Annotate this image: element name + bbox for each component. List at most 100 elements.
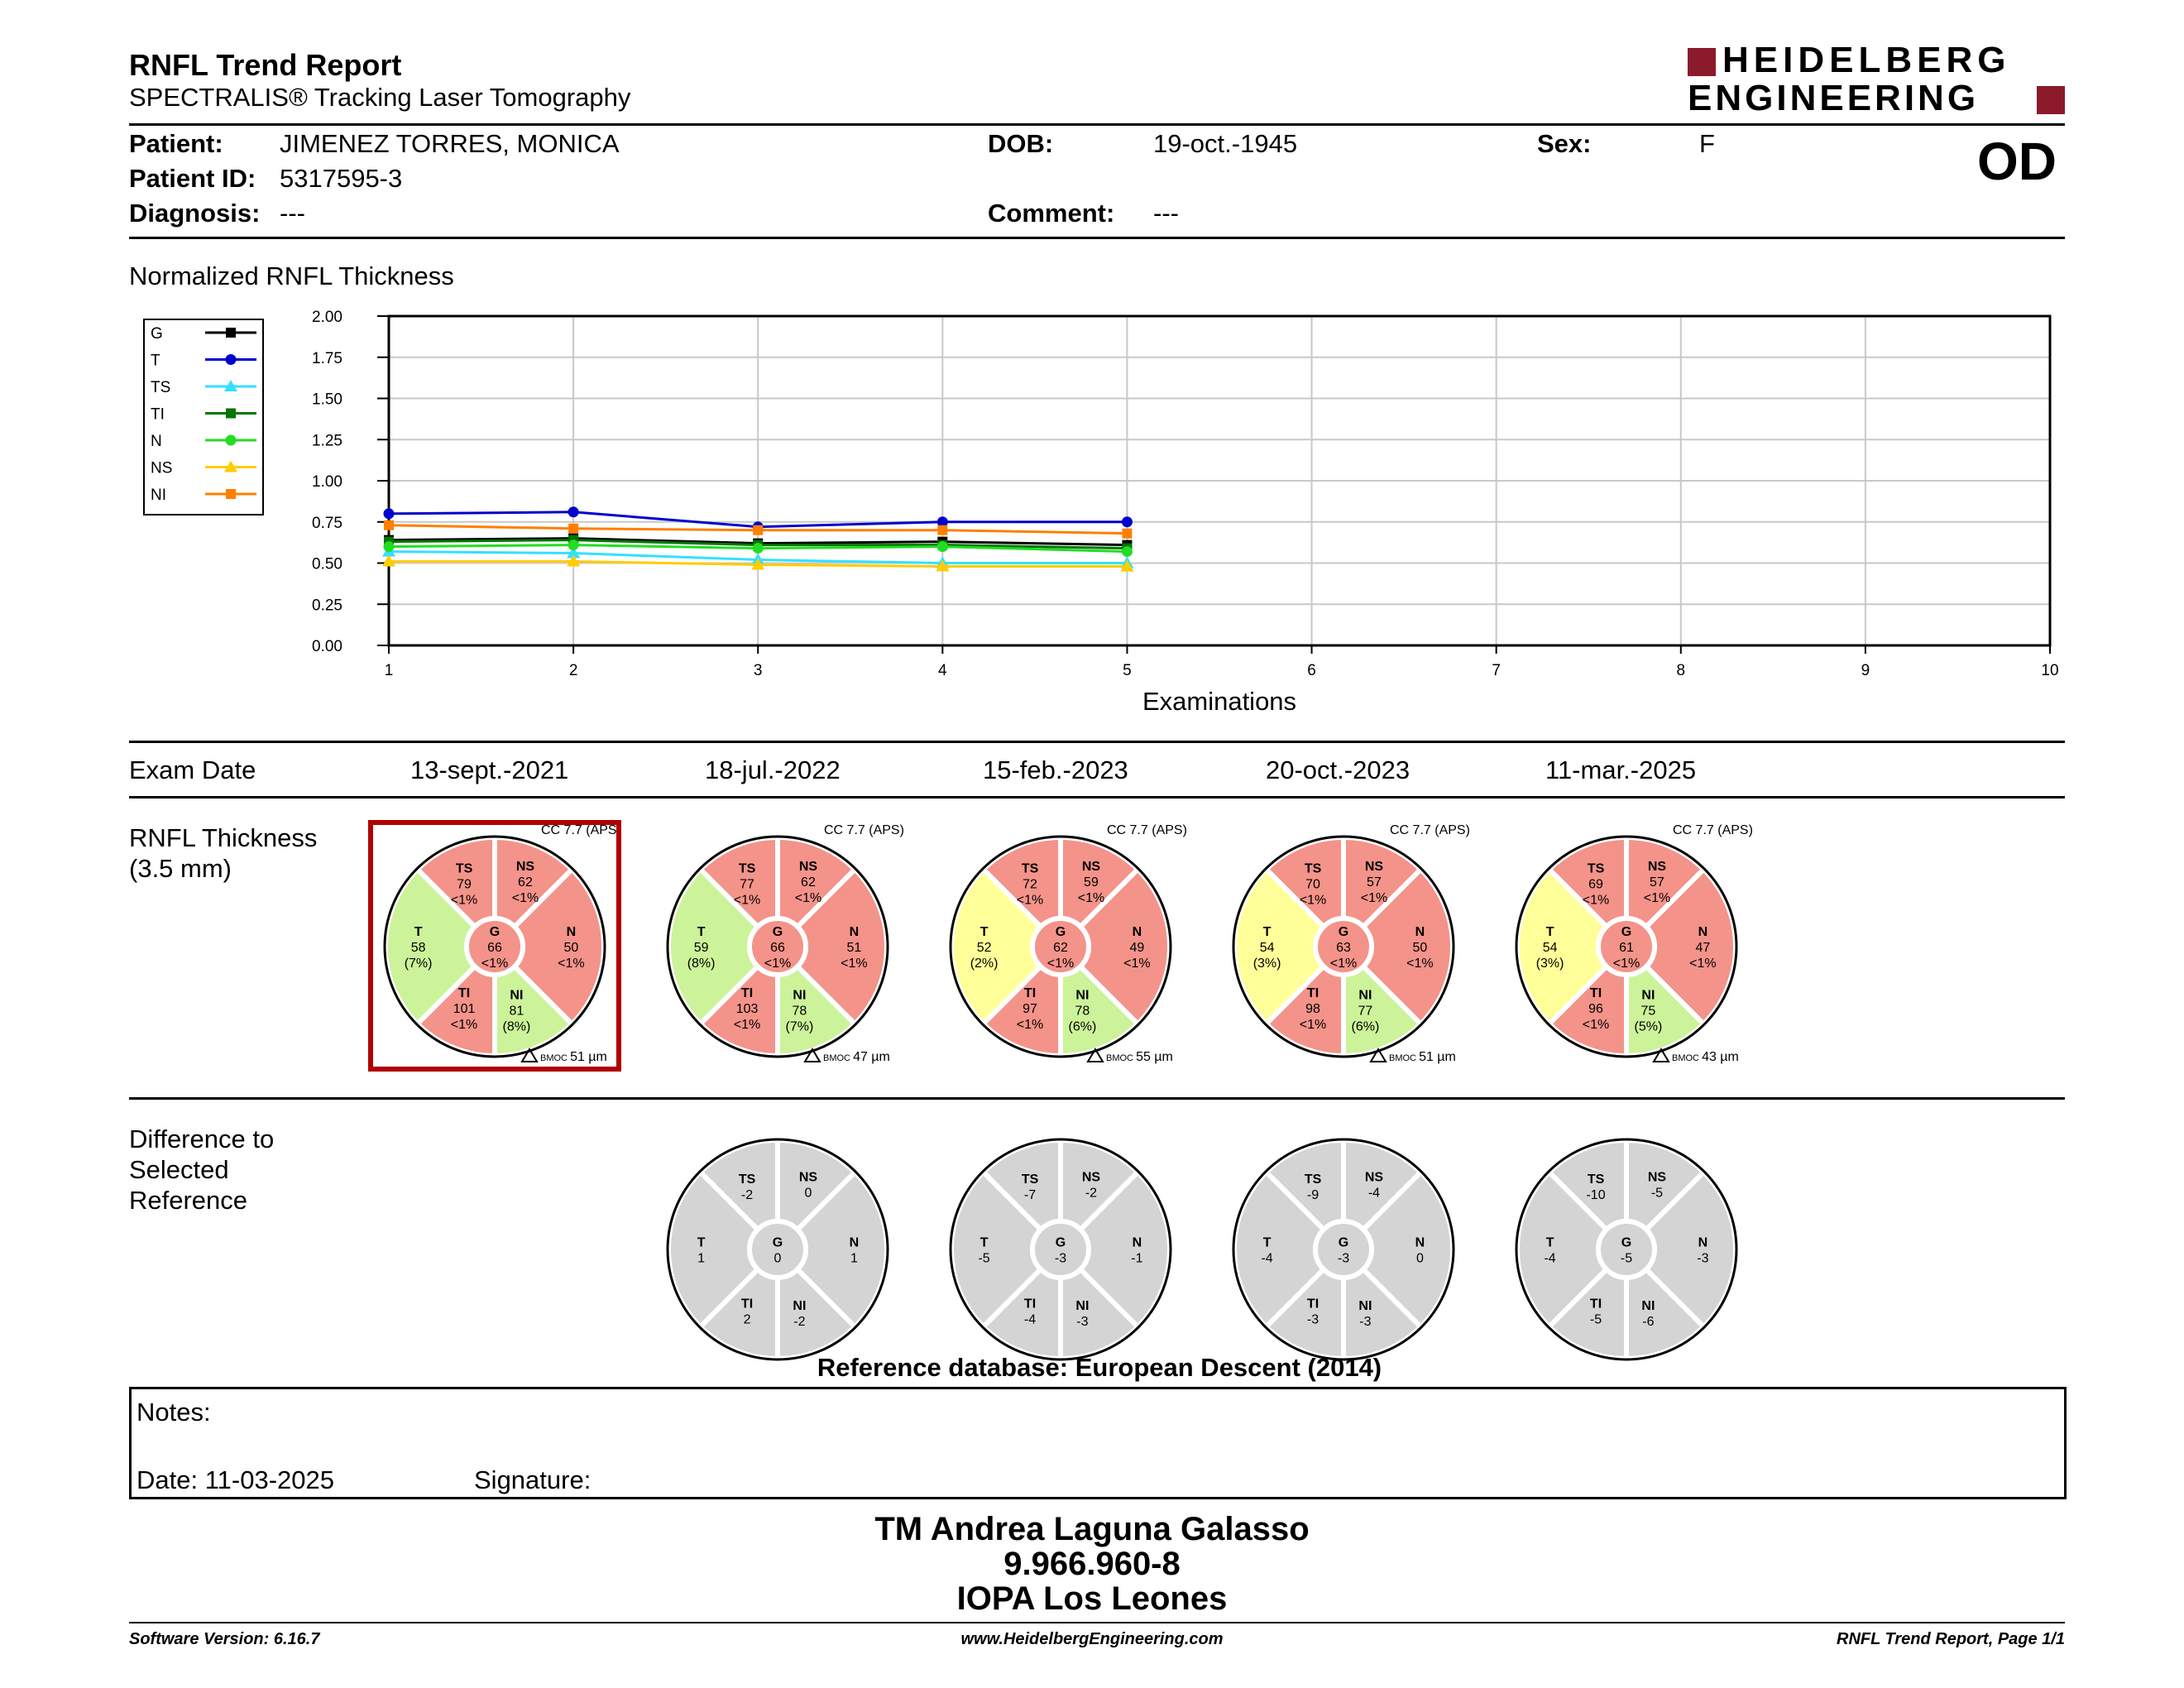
plot-frame bbox=[387, 314, 2052, 647]
diagnosis-label: Diagnosis: bbox=[129, 199, 261, 228]
thickness-1-outline bbox=[383, 835, 606, 1058]
sex-label: Sex: bbox=[1537, 129, 1592, 158]
difference-3-label-ti: TI -3 bbox=[1307, 1297, 1319, 1326]
x-tick-label: 9 bbox=[1861, 662, 1870, 679]
legend-marker-ni bbox=[226, 489, 236, 499]
difference-4-sector-g bbox=[1596, 1219, 1657, 1280]
data-point-t bbox=[1121, 516, 1133, 528]
series-ni bbox=[384, 520, 1133, 539]
thickness-5-label-ni: NI 75 (5%) bbox=[1635, 989, 1663, 1034]
difference-4-label-ti: TI -5 bbox=[1590, 1297, 1602, 1326]
difference-2-label-ns: NS -2 bbox=[1082, 1170, 1101, 1200]
signer-name: TM Andrea Laguna Galasso bbox=[874, 1511, 1310, 1547]
comment-label: Comment: bbox=[988, 199, 1115, 228]
thickness-5-label-ts: TS 69 <1% bbox=[1583, 861, 1609, 907]
data-point-ni bbox=[753, 525, 764, 535]
thickness-3-label-ti: TI 97 <1% bbox=[1017, 986, 1043, 1032]
difference-4-disc: NS -5 TS -10 T -4 TI -5 NI -6 N -3 G -5 bbox=[1515, 1137, 1738, 1362]
footer-website[interactable]: www.HeidelbergEngineering.com bbox=[960, 1630, 1224, 1648]
data-point-ns bbox=[382, 554, 395, 567]
difference-1-disc: NS 0 TS -2 T 1 TI 2 NI -2 N 1 G 0 bbox=[666, 1137, 889, 1362]
difference-4-label-t: T -4 bbox=[1544, 1236, 1555, 1266]
thickness-4-sector-g bbox=[1313, 916, 1374, 977]
thickness-4-label-ts: TS 70 <1% bbox=[1300, 861, 1326, 907]
difference-3-sector-g bbox=[1313, 1219, 1374, 1280]
x-tick-label: 5 bbox=[1123, 662, 1132, 679]
thickness-3-label-ni: NI 78 (6%) bbox=[1069, 989, 1097, 1034]
difference-1-outline bbox=[666, 1138, 889, 1361]
thickness-1-disc: NS 62 <1% TS 79 <1% T 58 (7%) TI 101 <1% NI 81 (8%) N 50… bbox=[383, 834, 606, 1059]
difference-1-label-ti: TI 2 bbox=[741, 1297, 753, 1326]
data-point-ni bbox=[384, 520, 394, 530]
rnfl-thickness-discs: NS 62 <1% TS 79 <1% T 58 (7%) TI 101 <1% NI 81 (8%) N 50… bbox=[368, 820, 1753, 1072]
difference-1-label-ns: NS 0 bbox=[799, 1170, 818, 1200]
cc-label-3: CC 7.7 (APS) bbox=[1107, 823, 1187, 837]
difference-4-label-n: N -3 bbox=[1697, 1236, 1708, 1266]
difference-4-outline bbox=[1515, 1138, 1738, 1361]
x-tick-label: 10 bbox=[2041, 662, 2058, 679]
footer-software-version: Software Version: 6.16.7 bbox=[129, 1630, 320, 1648]
x-tick-label: 4 bbox=[938, 662, 947, 679]
series-n bbox=[383, 539, 1133, 558]
thickness-1-label-ti: TI 101 <1% bbox=[451, 986, 477, 1032]
bmoc-triangle-icon-3 bbox=[1086, 1048, 1104, 1062]
bmoc-value-5: BMOC 43 µm bbox=[1672, 1050, 1739, 1064]
thickness-1-label-g: G 66 <1% bbox=[481, 925, 508, 971]
report-subtitle: SPECTRALIS® Tracking Laser Tomography bbox=[129, 83, 631, 112]
thickness-2-disc: NS 62 <1% TS 77 <1% T 59 (8%) TI 103 <1% NI 78 (7%) N 51… bbox=[666, 834, 889, 1059]
patient-name: JIMENEZ TORRES, MONICA bbox=[280, 129, 620, 158]
thickness-4-label-ti: TI 98 <1% bbox=[1300, 986, 1326, 1032]
thickness-3-label-ns: NS 59 <1% bbox=[1078, 860, 1104, 905]
thickness-1-label-ni: NI 81 (8%) bbox=[503, 989, 531, 1034]
legend-label-t: T bbox=[151, 352, 160, 370]
legend-marker-ti bbox=[226, 408, 236, 419]
signer-org: IOPA Los Leones bbox=[956, 1580, 1228, 1617]
legend-label-ns: NS bbox=[151, 460, 172, 477]
data-point-ns bbox=[751, 558, 765, 570]
exam-date-4: 20-oct.-2023 bbox=[1266, 755, 1410, 784]
legend-box bbox=[143, 319, 264, 516]
thickness-3-label-g: G 62 <1% bbox=[1047, 925, 1074, 971]
difference-1-sector-g bbox=[747, 1219, 808, 1280]
thickness-5-label-n: N 47 <1% bbox=[1689, 925, 1716, 971]
footer-page: RNFL Trend Report, Page 1/1 bbox=[1837, 1630, 2065, 1648]
chart-section-title: Normalized RNFL Thickness bbox=[129, 261, 454, 290]
legend-label-ts: TS bbox=[151, 379, 170, 396]
thickness-2-outline bbox=[666, 835, 889, 1058]
thickness-4-outline bbox=[1232, 835, 1455, 1058]
difference-3-outline bbox=[1232, 1138, 1455, 1361]
difference-4-label-ns: NS -5 bbox=[1648, 1170, 1667, 1200]
x-axis-label: Examinations bbox=[1142, 687, 1296, 716]
difference-4-label-ts: TS -10 bbox=[1586, 1172, 1605, 1202]
data-point-ts bbox=[567, 546, 581, 559]
data-point-t bbox=[568, 506, 579, 518]
exam-date-1: 13-sept.-2021 bbox=[410, 755, 569, 784]
heidelberg-logo: HEIDELBERG ENGINEERING bbox=[1688, 40, 2068, 119]
patient-id: 5317595-3 bbox=[280, 164, 403, 193]
rnfl-thickness-label: RNFL Thickness (3.5 mm) bbox=[129, 823, 318, 883]
y-tick-label: 1.00 bbox=[312, 473, 342, 491]
x-tick-label: 3 bbox=[754, 662, 763, 679]
data-point-ns bbox=[1120, 559, 1134, 572]
data-point-t bbox=[383, 508, 395, 520]
cc-label-1: CC 7.7 (APS) bbox=[541, 823, 621, 837]
thickness-4-label-g: G 63 <1% bbox=[1330, 925, 1357, 971]
bmoc-value-3: BMOC 55 µm bbox=[1106, 1050, 1173, 1064]
difference-2-label-ni: NI -3 bbox=[1075, 1299, 1089, 1329]
thickness-4-label-t: T 54 (3%) bbox=[1253, 925, 1281, 971]
bmoc-triangle-icon-2 bbox=[803, 1048, 821, 1062]
thickness-1-label-t: T 58 (7%) bbox=[405, 925, 433, 971]
data-point-n bbox=[936, 541, 948, 553]
thickness-1-sector-g bbox=[464, 916, 525, 977]
notes-label: Notes: bbox=[136, 1398, 211, 1427]
chart-legend: GT TS TI N NS NI bbox=[143, 319, 264, 516]
y-tick-label: 0.50 bbox=[312, 556, 342, 573]
difference-1-label-ni: NI -2 bbox=[793, 1299, 806, 1329]
thickness-2-label-ts: TS 77 <1% bbox=[734, 861, 760, 907]
thickness-3-label-n: N 49 <1% bbox=[1123, 925, 1150, 971]
thickness-2-label-n: N 51 <1% bbox=[841, 925, 867, 971]
thickness-3-outline bbox=[949, 835, 1172, 1058]
data-point-ni bbox=[568, 523, 579, 534]
exam-date-label: Exam Date bbox=[129, 755, 256, 784]
